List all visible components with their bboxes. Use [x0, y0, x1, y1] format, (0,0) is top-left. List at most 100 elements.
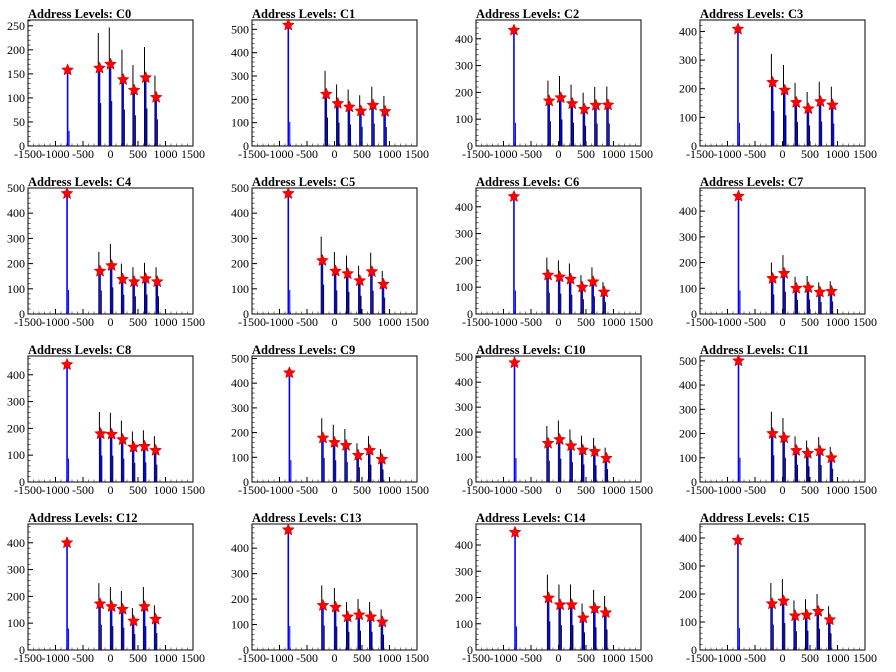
- x-tick-label: -500: [744, 147, 766, 161]
- x-tick-label: 1500: [629, 147, 653, 161]
- y-tick-label: 400: [455, 538, 473, 552]
- peak-marker: [789, 95, 803, 109]
- y-tick-label: 0: [467, 475, 473, 489]
- x-tick-label: 500: [577, 483, 595, 497]
- y-tick-label: 400: [455, 32, 473, 46]
- x-tick-label: -1500: [686, 315, 714, 329]
- x-tick-label: 500: [129, 315, 147, 329]
- peak-marker: [766, 426, 780, 440]
- y-tick-label: 0: [19, 643, 25, 657]
- chart-panel: Address Levels: C6 0 100 200 300 400 -1500 -100…: [455, 175, 653, 329]
- peak-marker: [149, 612, 163, 625]
- peak-marker: [138, 439, 152, 452]
- y-tick-label: 300: [231, 401, 249, 415]
- y-tick-label: 200: [455, 591, 473, 605]
- y-tick-label: 200: [7, 257, 25, 271]
- x-tick-label: 500: [801, 315, 819, 329]
- peak-marker: [364, 610, 378, 623]
- plot-frame: [475, 19, 642, 147]
- chart-panel: Address Levels: C12 0 100 200 300 400 -1500 -10…: [7, 511, 205, 665]
- peak-marker: [281, 18, 295, 31]
- x-tick-label: -1000: [490, 315, 518, 329]
- peak-marker: [351, 448, 365, 461]
- chart-title: Address Levels: C9: [252, 343, 355, 357]
- x-tick-label: -1000: [42, 483, 70, 497]
- x-tick-label: 1500: [853, 147, 877, 161]
- x-tick-label: -1500: [14, 651, 42, 665]
- y-tick-label: 300: [455, 59, 473, 73]
- peak-marker: [507, 23, 521, 36]
- y-tick-label: 300: [679, 53, 697, 67]
- x-tick-label: 0: [332, 483, 338, 497]
- y-tick-label: 100: [231, 116, 249, 130]
- x-tick-label: -1000: [266, 315, 294, 329]
- peak-marker: [105, 427, 119, 440]
- peak-marker: [778, 83, 792, 96]
- y-tick-label: 0: [19, 139, 25, 153]
- peak-marker: [139, 70, 153, 84]
- x-tick-label: 0: [332, 315, 338, 329]
- peak-marker: [601, 98, 615, 111]
- peak-marker: [813, 285, 827, 298]
- x-tick-label: -1000: [490, 147, 518, 161]
- y-tick-label: 100: [7, 448, 25, 462]
- x-tick-label: 0: [780, 147, 786, 161]
- y-tick-label: 200: [455, 425, 473, 439]
- y-tick-label: 200: [231, 592, 249, 606]
- peak-marker: [116, 432, 130, 446]
- y-tick-label: 500: [231, 181, 249, 195]
- peak-marker: [127, 274, 141, 288]
- chart-panel: Address Levels: C11 0 100 200 300 400 500 -1500…: [679, 343, 877, 497]
- y-tick-label: 400: [679, 24, 697, 38]
- x-tick-label: -1500: [14, 147, 42, 161]
- x-tick-label: 1500: [181, 147, 205, 161]
- peak-marker: [341, 266, 355, 280]
- peak-marker: [127, 614, 141, 627]
- x-tick-label: -500: [744, 483, 766, 497]
- x-tick-label: -500: [520, 315, 542, 329]
- y-tick-label: 200: [7, 43, 25, 57]
- y-tick-label: 400: [231, 376, 249, 390]
- y-tick-label: 400: [679, 378, 697, 392]
- peak-marker: [599, 451, 613, 464]
- chart-panel: Address Levels: C50100200300400500-1500-…: [231, 175, 429, 329]
- x-tick-label: 500: [129, 147, 147, 161]
- peak-marker: [116, 72, 130, 86]
- chart-title: Address Levels: C3: [700, 7, 803, 21]
- y-tick-label: 100: [455, 617, 473, 631]
- x-tick-label: -1500: [14, 315, 42, 329]
- x-tick-label: 1000: [154, 315, 178, 329]
- chart-title: Address Levels: C7: [700, 175, 803, 189]
- y-tick-label: 200: [455, 85, 473, 99]
- x-tick-label: 0: [556, 147, 562, 161]
- chart-title: Address Levels: C13: [252, 511, 362, 525]
- peak-marker: [731, 533, 745, 546]
- x-tick-label: 1000: [154, 147, 178, 161]
- y-tick-label: 100: [679, 281, 697, 295]
- peak-marker: [61, 63, 75, 76]
- peak-marker: [365, 264, 379, 278]
- x-tick-label: 500: [353, 315, 371, 329]
- peak-marker: [586, 274, 600, 288]
- x-tick-label: -500: [520, 147, 542, 161]
- y-tick-label: 0: [243, 643, 249, 657]
- y-tick-label: 300: [679, 559, 697, 573]
- chart-panel: Address Levels: C90100200300400500-1500-…: [231, 343, 429, 497]
- chart-panel: Address Levels: C14 0 100 200 300 400 -1500 -10…: [455, 511, 653, 665]
- x-tick-label: -1000: [714, 483, 742, 497]
- peak-marker: [127, 440, 141, 453]
- peak-marker: [766, 271, 780, 285]
- y-tick-label: 300: [455, 227, 473, 241]
- x-tick-label: 500: [801, 483, 819, 497]
- peak-marker: [826, 98, 840, 111]
- chart-title: Address Levels: C0: [28, 7, 131, 21]
- x-tick-label: -500: [72, 483, 94, 497]
- peak-marker: [105, 599, 119, 613]
- x-tick-label: 500: [577, 147, 595, 161]
- x-tick-label: -1500: [14, 483, 42, 497]
- x-tick-label: -1000: [42, 315, 70, 329]
- peak-marker: [149, 443, 163, 456]
- y-tick-label: 0: [467, 307, 473, 321]
- peak-marker: [316, 598, 330, 612]
- x-tick-label: -1000: [490, 483, 518, 497]
